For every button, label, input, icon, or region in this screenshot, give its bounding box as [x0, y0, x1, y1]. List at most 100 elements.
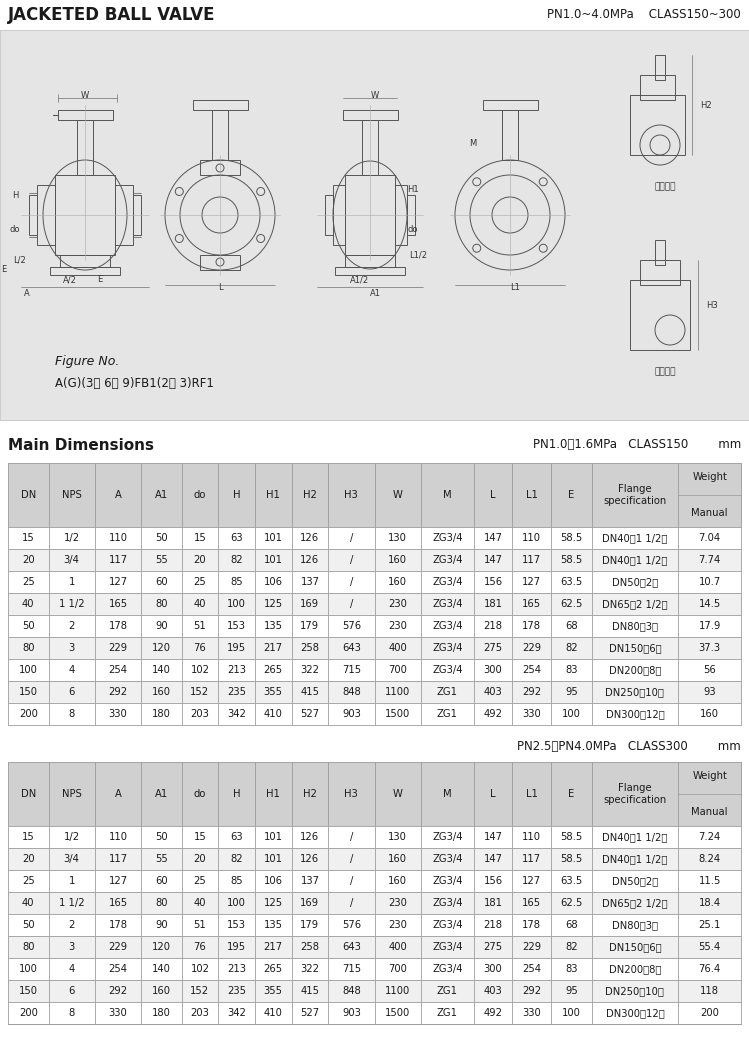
Bar [8, 463, 49, 527]
Bar [374, 826, 421, 848]
Bar [343, 110, 398, 120]
Text: DN50（2）: DN50（2） [612, 875, 658, 886]
Bar [551, 637, 592, 659]
Bar [328, 914, 374, 936]
Bar [592, 615, 679, 637]
Text: 3/4: 3/4 [64, 854, 79, 864]
Bar [8, 1002, 741, 1024]
Bar [218, 936, 255, 959]
Text: 76: 76 [193, 643, 206, 653]
Text: 355: 355 [264, 687, 282, 697]
Text: 169: 169 [300, 898, 319, 908]
Text: 18.4: 18.4 [699, 898, 721, 908]
Text: 137: 137 [300, 577, 319, 588]
Bar [255, 463, 291, 527]
Text: 527: 527 [300, 1008, 319, 1018]
Bar [474, 826, 512, 848]
Text: do: do [194, 490, 206, 500]
Bar [95, 959, 141, 980]
Text: 101: 101 [264, 555, 282, 565]
Text: DN300（12）: DN300（12） [605, 709, 664, 719]
Text: 147: 147 [484, 854, 503, 864]
Bar [474, 463, 512, 527]
Bar [679, 826, 741, 848]
Text: L1/2: L1/2 [409, 250, 427, 260]
Text: 127: 127 [109, 875, 127, 886]
Bar [474, 848, 512, 870]
Text: 110: 110 [109, 533, 127, 543]
Text: 218: 218 [484, 621, 503, 631]
Bar [200, 255, 240, 270]
Text: 50: 50 [155, 832, 168, 842]
Text: 200: 200 [700, 1008, 719, 1018]
Text: 3: 3 [68, 643, 75, 653]
Text: 156: 156 [484, 577, 503, 588]
Bar [49, 914, 95, 936]
Bar [551, 703, 592, 725]
Text: 160: 160 [152, 986, 171, 996]
Bar [291, 549, 328, 571]
Text: ZG3/4: ZG3/4 [432, 875, 463, 886]
Text: 178: 178 [522, 621, 542, 631]
Text: DN80（3）: DN80（3） [612, 920, 658, 930]
Text: 83: 83 [565, 665, 577, 675]
Text: 160: 160 [152, 687, 171, 697]
Text: Weight: Weight [692, 472, 727, 482]
Bar [291, 593, 328, 615]
Bar [679, 571, 741, 593]
Text: 147: 147 [484, 533, 503, 543]
Text: 6: 6 [68, 986, 75, 996]
Bar [218, 762, 255, 826]
Bar [483, 100, 538, 110]
Bar [551, 959, 592, 980]
Text: 135: 135 [264, 621, 282, 631]
Bar [474, 870, 512, 892]
Text: 152: 152 [190, 687, 210, 697]
Bar [512, 615, 551, 637]
Text: 55: 55 [155, 854, 168, 864]
Text: 117: 117 [522, 555, 542, 565]
Text: 903: 903 [342, 1008, 361, 1018]
Bar [181, 959, 218, 980]
Text: 25: 25 [22, 875, 34, 886]
Bar [95, 1002, 141, 1024]
Text: 153: 153 [227, 920, 246, 930]
Text: 254: 254 [522, 964, 542, 974]
Bar [421, 848, 474, 870]
Bar [512, 659, 551, 681]
Bar [512, 892, 551, 914]
Bar [592, 826, 679, 848]
Text: 410: 410 [264, 1008, 282, 1018]
Bar [141, 703, 181, 725]
Bar [141, 1002, 181, 1024]
Bar [55, 176, 115, 255]
Bar [512, 593, 551, 615]
Text: DN250（10）: DN250（10） [605, 687, 664, 697]
Text: H3: H3 [345, 789, 358, 799]
Bar [679, 892, 741, 914]
Text: 218: 218 [484, 920, 503, 930]
Bar [218, 637, 255, 659]
Text: A: A [24, 289, 30, 297]
Bar [421, 762, 474, 826]
Bar [421, 936, 474, 959]
Bar [49, 936, 95, 959]
Text: 292: 292 [522, 687, 542, 697]
Text: 15: 15 [22, 533, 34, 543]
Text: 62.5: 62.5 [560, 599, 583, 609]
Text: 106: 106 [264, 875, 282, 886]
Bar [328, 681, 374, 703]
Bar [49, 637, 95, 659]
Bar [49, 593, 95, 615]
Bar [8, 936, 49, 959]
Bar [8, 681, 49, 703]
Bar [551, 463, 592, 527]
Text: 4: 4 [68, 964, 75, 974]
Bar [291, 848, 328, 870]
Bar [374, 892, 421, 914]
Bar [8, 870, 741, 892]
Text: 80: 80 [22, 643, 34, 653]
Text: 126: 126 [300, 854, 319, 864]
Text: 330: 330 [522, 1008, 541, 1018]
Text: W: W [371, 90, 379, 100]
